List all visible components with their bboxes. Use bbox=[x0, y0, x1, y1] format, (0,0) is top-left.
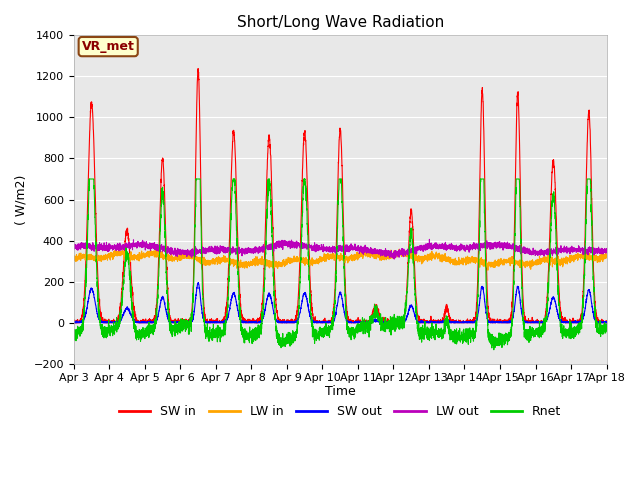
SW in bbox=[460, 320, 467, 325]
LW in bbox=[70, 256, 77, 262]
SW out bbox=[460, 320, 467, 325]
LW in bbox=[154, 246, 161, 252]
LW out bbox=[603, 248, 611, 254]
Rnet bbox=[602, 321, 610, 327]
Rnet bbox=[166, 328, 173, 334]
LW in bbox=[603, 254, 611, 260]
Rnet bbox=[321, 328, 328, 334]
SW in bbox=[603, 320, 611, 325]
Rnet bbox=[490, 336, 497, 342]
Line: LW in: LW in bbox=[74, 249, 607, 270]
LW out bbox=[426, 237, 433, 242]
Rnet bbox=[490, 347, 498, 353]
SW out bbox=[603, 320, 611, 325]
SW in bbox=[430, 319, 438, 324]
SW in bbox=[70, 320, 77, 325]
Rnet bbox=[430, 328, 438, 334]
SW out bbox=[321, 320, 328, 325]
Legend: SW in, LW in, SW out, LW out, Rnet: SW in, LW in, SW out, LW out, Rnet bbox=[114, 400, 566, 423]
LW in bbox=[460, 259, 467, 264]
Rnet bbox=[70, 334, 77, 339]
LW out bbox=[602, 249, 610, 255]
Rnet bbox=[603, 328, 611, 334]
Line: Rnet: Rnet bbox=[74, 179, 607, 350]
LW out bbox=[320, 247, 328, 252]
SW out bbox=[70, 320, 77, 325]
Rnet bbox=[86, 176, 93, 182]
Line: SW out: SW out bbox=[74, 283, 607, 323]
Line: LW out: LW out bbox=[74, 240, 607, 259]
SW out bbox=[166, 318, 173, 324]
LW in bbox=[602, 255, 610, 261]
LW out bbox=[70, 242, 77, 248]
LW out bbox=[430, 244, 438, 250]
Rnet bbox=[460, 334, 467, 339]
Line: SW in: SW in bbox=[74, 69, 607, 323]
LW in bbox=[430, 252, 438, 258]
LW out bbox=[460, 243, 467, 249]
LW in bbox=[166, 257, 173, 263]
SW in bbox=[490, 320, 498, 325]
LW out bbox=[166, 247, 173, 252]
SW in bbox=[166, 312, 173, 318]
Text: VR_met: VR_met bbox=[82, 40, 134, 53]
SW out bbox=[70, 319, 77, 324]
LW in bbox=[484, 267, 492, 273]
SW out bbox=[195, 280, 202, 286]
LW in bbox=[321, 251, 328, 256]
SW out bbox=[430, 320, 438, 325]
SW in bbox=[602, 318, 610, 324]
SW in bbox=[321, 320, 328, 325]
SW out bbox=[602, 320, 610, 325]
Y-axis label: ( W/m2): ( W/m2) bbox=[15, 174, 28, 225]
SW out bbox=[490, 320, 498, 325]
X-axis label: Time: Time bbox=[324, 385, 356, 398]
LW out bbox=[390, 256, 398, 262]
Title: Short/Long Wave Radiation: Short/Long Wave Radiation bbox=[237, 15, 444, 30]
SW in bbox=[195, 66, 202, 72]
SW in bbox=[70, 319, 77, 325]
LW out bbox=[490, 240, 498, 246]
LW in bbox=[490, 264, 498, 270]
